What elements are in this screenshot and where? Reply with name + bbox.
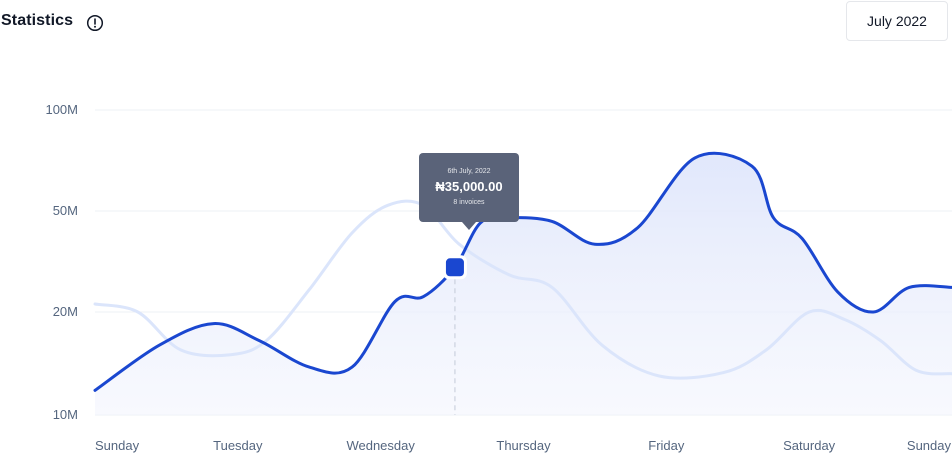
x-tick-label: Sunday [95, 438, 140, 453]
x-tick-label: Sunday [907, 438, 952, 453]
x-tick-label: Tuesday [213, 438, 263, 453]
data-point-marker[interactable] [445, 258, 464, 277]
y-tick-label: 50M [53, 203, 78, 218]
chart-tooltip: 6th July, 2022 ₦35,000.00 8 invoices [419, 153, 519, 230]
series-area-fill [95, 153, 952, 416]
x-tick-label: Thursday [496, 438, 551, 453]
series-line-secondary [93, 199, 952, 380]
month-select-button[interactable]: July 2022 [846, 1, 948, 41]
y-tick-label: 20M [53, 304, 78, 319]
highlight-marker[interactable] [442, 255, 467, 280]
y-tick-label: 100M [45, 102, 78, 117]
y-tick-label: 10M [53, 407, 78, 422]
x-axis: Sunday Tuesday Wednesday Thursday Friday Satu… [95, 438, 951, 453]
x-tick-label: Wednesday [346, 438, 415, 453]
page-title: Statistics [1, 12, 74, 29]
tooltip-value: ₦35,000.00 [435, 179, 503, 194]
x-tick-label: Saturday [783, 438, 836, 453]
series-line-primary [93, 151, 952, 392]
tooltip-date: 6th July, 2022 [447, 168, 491, 175]
x-tick-label: Friday [648, 438, 685, 453]
info-circle-icon[interactable] [86, 14, 104, 32]
chart-header: Statistics July 2022 [0, 0, 952, 46]
y-axis: 100M 50M 20M 10M [45, 102, 78, 422]
tooltip-subtitle: 8 invoices [453, 199, 485, 206]
